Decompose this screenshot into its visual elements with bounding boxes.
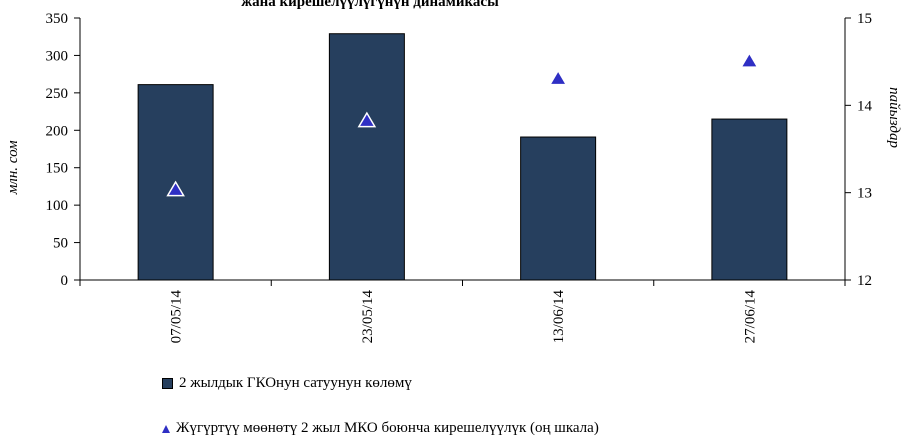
left-axis-ticks: 0 50 100 150 200 250 300 350 — [46, 11, 80, 289]
legend-swatch-triangle — [162, 424, 170, 433]
x-tick-label: 27/06/14 — [742, 290, 758, 344]
y-tick-label-left: 200 — [46, 123, 69, 139]
y-tick-label-left: 0 — [61, 273, 69, 289]
legend-label-bars: 2 жылдык ГКОнун сатуунун көлөмү — [179, 375, 412, 391]
y-tick-label-left: 50 — [53, 236, 68, 252]
y-tick-label-left: 350 — [46, 11, 69, 27]
bar — [328, 33, 405, 281]
x-tick-label: 23/05/14 — [360, 290, 376, 344]
marker-series — [166, 54, 757, 197]
legend-swatch-bar — [162, 378, 173, 389]
x-tick-label: 13/06/14 — [551, 290, 567, 344]
legend-item-bars: 2 жылдык ГКОнун сатуунун көлөмү — [162, 375, 412, 392]
data-point-marker — [357, 111, 377, 128]
data-point-marker — [742, 54, 757, 67]
y-tick-label-left: 150 — [46, 161, 69, 177]
chart-title: жана кирешелүүлүгүнүн динамикасы — [241, 0, 499, 10]
legend-item-markers: Жүгүртүү мөөнөтү 2 жыл МКО боюнча киреше… — [162, 420, 599, 437]
y-axis-label-left: млн. сом — [5, 140, 21, 195]
y-tick-label-left: 250 — [46, 86, 69, 102]
bar — [520, 136, 597, 281]
y-tick-label-right: 12 — [857, 273, 872, 289]
y-tick-label-right: 14 — [857, 98, 873, 114]
y-tick-label-right: 15 — [857, 11, 872, 27]
bar-series — [137, 33, 788, 281]
y-tick-label-left: 100 — [46, 198, 69, 214]
y-tick-label-left: 300 — [46, 48, 69, 64]
data-point-marker — [551, 72, 565, 84]
y-axis-label-right: пайыздар — [886, 87, 902, 148]
x-axis-ticks: 07/05/14 23/05/14 13/06/14 27/06/14 — [79, 280, 846, 344]
legend-label-markers: Жүгүртүү мөөнөтү 2 жыл МКО боюнча киреше… — [176, 420, 599, 436]
data-point-marker — [166, 180, 185, 197]
y-tick-label-right: 13 — [857, 186, 872, 202]
bar — [711, 118, 788, 281]
right-axis-ticks: 12 13 14 15 — [845, 11, 873, 289]
x-tick-label: 07/05/14 — [169, 290, 185, 344]
